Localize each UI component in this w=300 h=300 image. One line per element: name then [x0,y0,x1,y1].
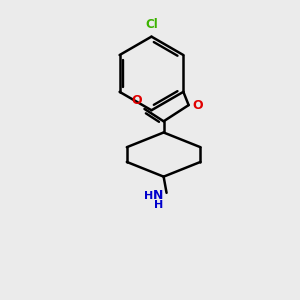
Text: H: H [144,191,153,201]
Text: Cl: Cl [145,18,158,31]
Text: O: O [131,94,142,107]
Text: O: O [193,99,203,112]
Text: H: H [154,200,163,210]
Text: N: N [153,189,164,202]
